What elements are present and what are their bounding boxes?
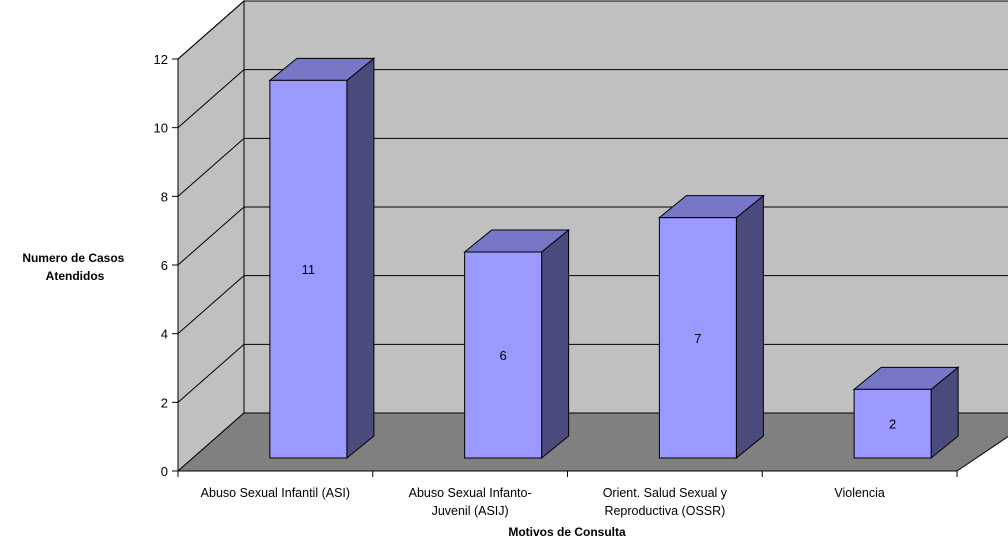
y-tick-label: 6 [161,258,168,273]
y-tick-label: 8 [161,189,168,204]
bar: 2 [854,367,958,458]
x-tick-label: Violencia [834,486,885,500]
data-label: 2 [889,417,896,432]
y-tick-label: 4 [161,327,168,342]
y-axis-title: Numero de Casos Atendidos [22,251,127,283]
x-tick-label-line: Abuso Sexual Infanto- [409,486,532,500]
y-axis-title-line-1: Numero de Casos [22,251,124,265]
data-label: 11 [302,262,316,277]
x-tick-label: Orient. Salud Sexual y Reproductiva (OSSR… [603,486,728,518]
bar: 6 [465,230,569,458]
y-axis-title-line-2: Atendidos [46,269,105,283]
bar: 7 [659,196,763,458]
x-tick-label-line: Abuso Sexual Infantil (ASI) [201,486,350,500]
y-tick-label: 2 [161,395,168,410]
y-tick-label: 10 [154,121,168,136]
y-tick-label: 0 [161,464,168,479]
data-label: 6 [500,348,507,363]
bar: 11 [270,58,374,458]
bar-side [736,196,763,458]
x-axis: Abuso Sexual Infantil (ASI) Abuso Sexual … [178,471,957,518]
x-tick-label-line: Juvenil (ASIJ) [432,504,509,518]
x-tick-label-line: Orient. Salud Sexual y [603,486,728,500]
bar-side [542,230,569,458]
y-tick-label: 12 [154,52,168,67]
y-axis: 0 2 4 6 8 10 12 [154,52,178,479]
bar-side [347,58,374,458]
x-tick-label: Abuso Sexual Infanto- Juvenil (ASIJ) [409,486,532,518]
x-tick-label-line: Violencia [834,486,885,500]
x-tick-label: Abuso Sexual Infantil (ASI) [201,486,350,500]
x-tick-label-line: Reproductiva (OSSR) [604,504,725,518]
x-axis-title: Motivos de Consulta [508,525,626,539]
data-label: 7 [694,331,701,346]
